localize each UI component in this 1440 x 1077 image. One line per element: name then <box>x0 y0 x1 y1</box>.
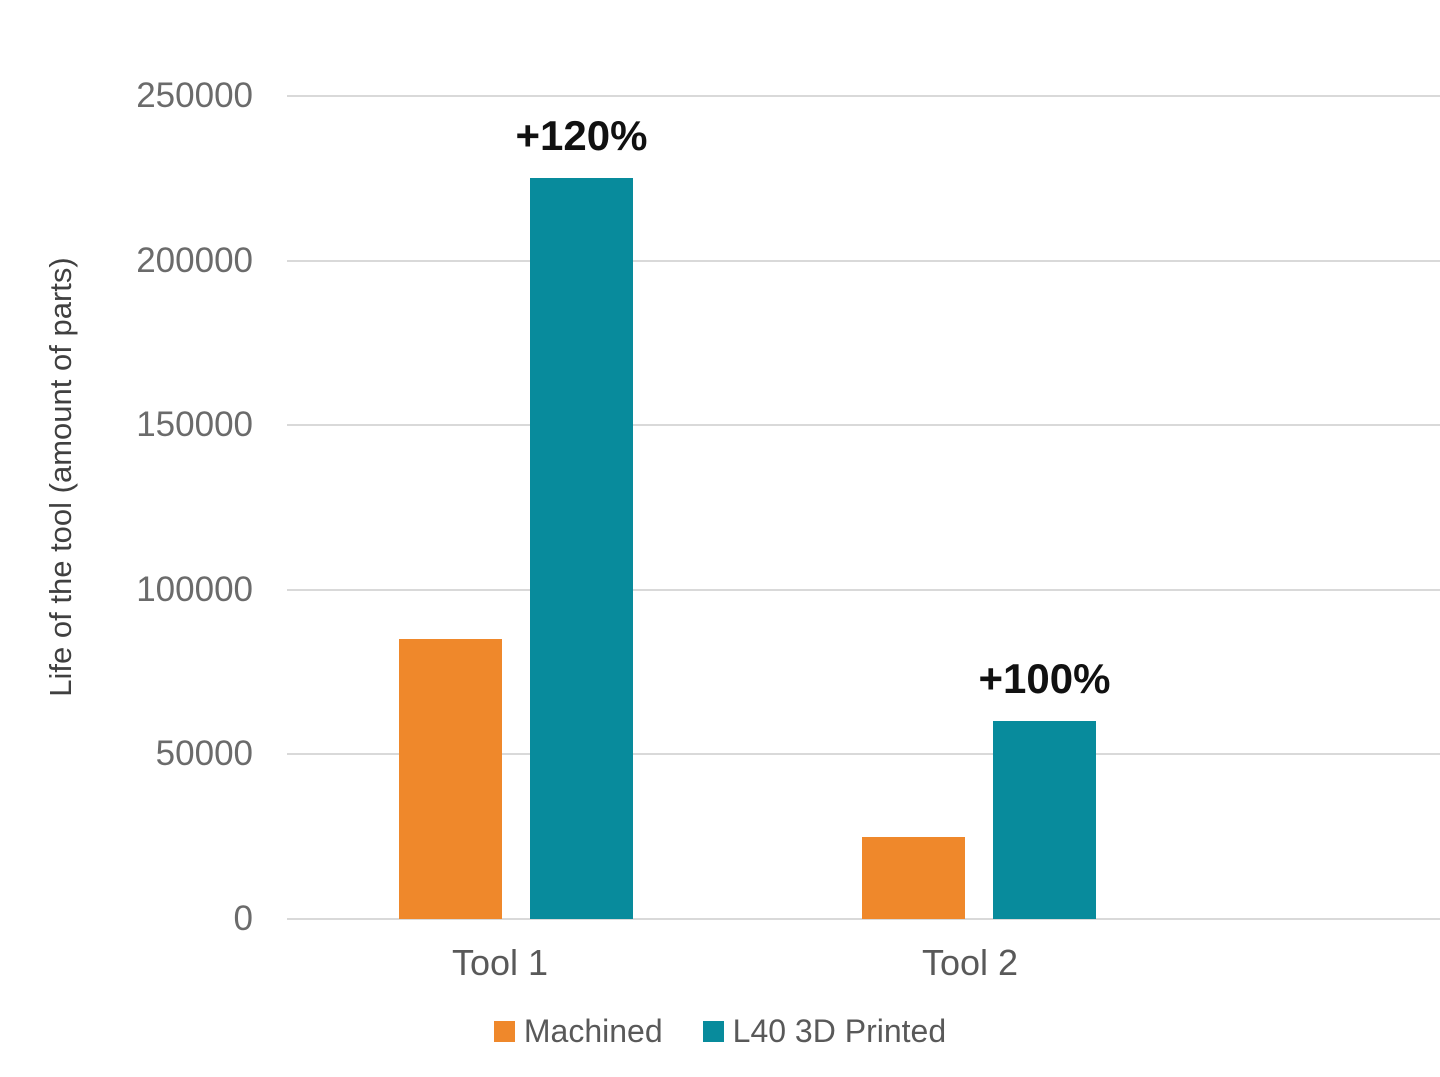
legend-item-machined: Machined <box>493 1013 663 1050</box>
bar-label-120: +120% <box>515 112 648 160</box>
gridline-100000 <box>287 588 1440 591</box>
bar-label-100: +100% <box>978 655 1111 703</box>
y-tick-200000: 200000 <box>136 240 253 280</box>
y-tick-100000: 100000 <box>136 569 253 609</box>
bar-l40-3d-printed-tool-2 <box>993 721 1096 919</box>
legend-swatch-l40-3d-printed <box>702 1021 724 1042</box>
y-tick-0: 0 <box>233 899 253 938</box>
legend: Machined L40 3D Printed <box>0 1013 1440 1050</box>
gridline-150000 <box>287 424 1440 427</box>
x-category-tool-1: Tool 1 <box>451 942 549 983</box>
gridline-0 <box>287 918 1440 920</box>
bar-l40-3d-printed-tool-1 <box>530 178 633 919</box>
legend-swatch-machined <box>493 1021 515 1042</box>
bar-machined-tool-1 <box>399 639 502 919</box>
legend-label-l40-3d-printed: L40 3D Printed <box>732 1013 947 1049</box>
legend-item-l40-3d-printed: L40 3D Printed <box>702 1013 947 1050</box>
gridline-50000 <box>287 753 1440 756</box>
y-axis-title: Life of the tool (amount of parts) <box>43 257 78 697</box>
legend-label-machined: Machined <box>523 1013 663 1049</box>
gridline-250000 <box>287 95 1440 97</box>
bar-machined-tool-2 <box>862 836 965 919</box>
y-tick-50000: 50000 <box>155 734 253 774</box>
y-tick-250000: 250000 <box>136 76 253 115</box>
gridline-200000 <box>287 259 1440 262</box>
x-category-tool-2: Tool 2 <box>921 942 1019 983</box>
y-tick-150000: 150000 <box>136 405 253 445</box>
